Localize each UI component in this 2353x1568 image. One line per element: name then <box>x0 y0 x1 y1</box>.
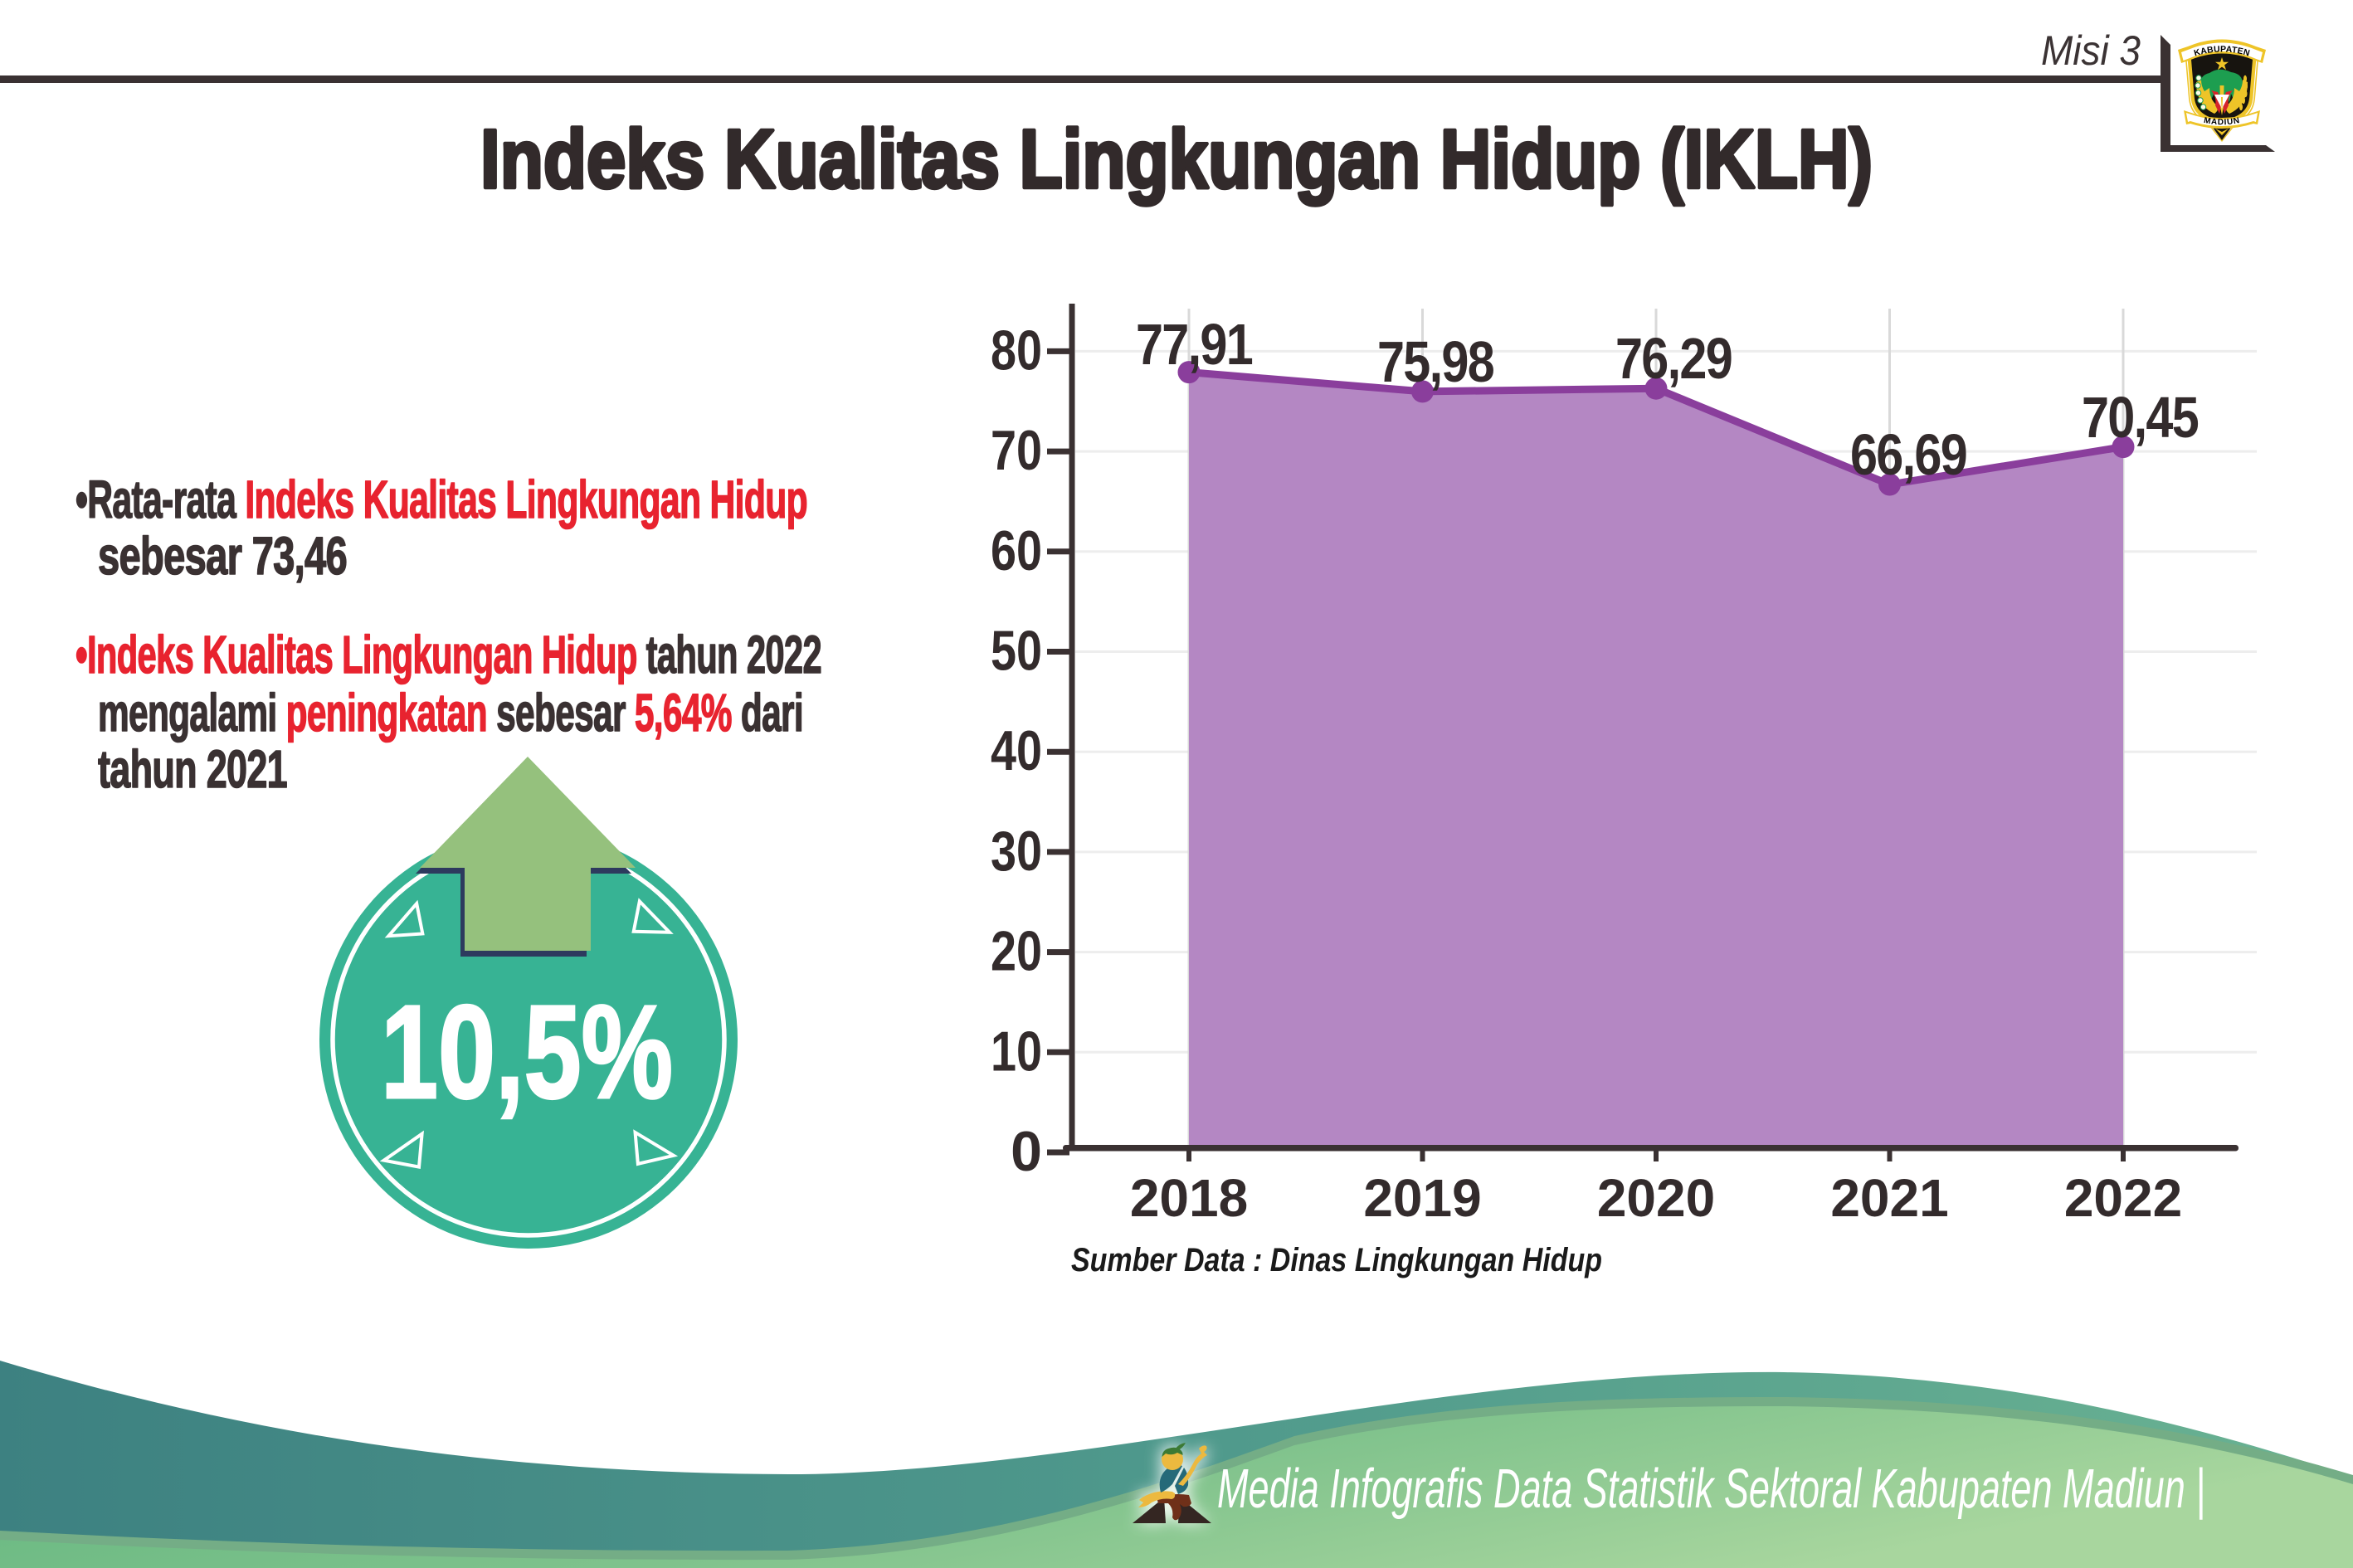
svg-text:50: 50 <box>991 620 1042 683</box>
svg-text:sebesar 73,46: sebesar 73,46 <box>98 526 347 586</box>
svg-text:Indeks Kualitas Lingkungan Hid: Indeks Kualitas Lingkungan Hidup (IKLH) <box>480 113 1873 206</box>
svg-text:10: 10 <box>991 1020 1042 1083</box>
svg-text:77,91: 77,91 <box>1136 312 1252 377</box>
svg-text:•Rata-rata Indeks Kualitas Lin: •Rata-rata Indeks Kualitas Lingkungan Hi… <box>76 470 807 529</box>
svg-text:30: 30 <box>991 820 1042 883</box>
svg-text:40: 40 <box>991 719 1042 782</box>
svg-text:Media Infografis Data Statisti: Media Infografis Data Statistik Sektoral… <box>1217 1458 2205 1521</box>
svg-text:10,5%: 10,5% <box>381 977 673 1126</box>
svg-text:2022: 2022 <box>2064 1168 2182 1228</box>
svg-text:2020: 2020 <box>1597 1168 1715 1228</box>
svg-text:0: 0 <box>1011 1120 1042 1183</box>
svg-text:70,45: 70,45 <box>2082 385 2198 450</box>
svg-text:75,98: 75,98 <box>1377 329 1493 394</box>
svg-text:2019: 2019 <box>1363 1168 1481 1228</box>
svg-text:76,29: 76,29 <box>1615 326 1732 391</box>
svg-text:tahun 2021: tahun 2021 <box>98 739 287 799</box>
svg-text:Misi 3: Misi 3 <box>2041 27 2141 74</box>
svg-text:mengalami peningkatan sebesar: mengalami peningkatan sebesar 5,64% dari <box>98 683 803 743</box>
svg-text:2021: 2021 <box>1830 1168 1948 1228</box>
svg-text:MADIUN: MADIUN <box>2203 116 2241 127</box>
svg-text:80: 80 <box>991 319 1042 382</box>
svg-text:20: 20 <box>991 920 1042 983</box>
svg-text:60: 60 <box>991 519 1042 582</box>
svg-text:2018: 2018 <box>1130 1168 1248 1228</box>
svg-text:•Indeks Kualitas Lingkungan Hi: •Indeks Kualitas Lingkungan Hidup tahun … <box>76 625 821 684</box>
svg-text:Sumber Data : Dinas Lingkungan: Sumber Data : Dinas Lingkungan Hidup <box>1071 1242 1602 1278</box>
svg-text:66,69: 66,69 <box>1850 422 1966 487</box>
svg-text:70: 70 <box>991 419 1042 482</box>
svg-text:KABUPATEN: KABUPATEN <box>2193 44 2251 58</box>
